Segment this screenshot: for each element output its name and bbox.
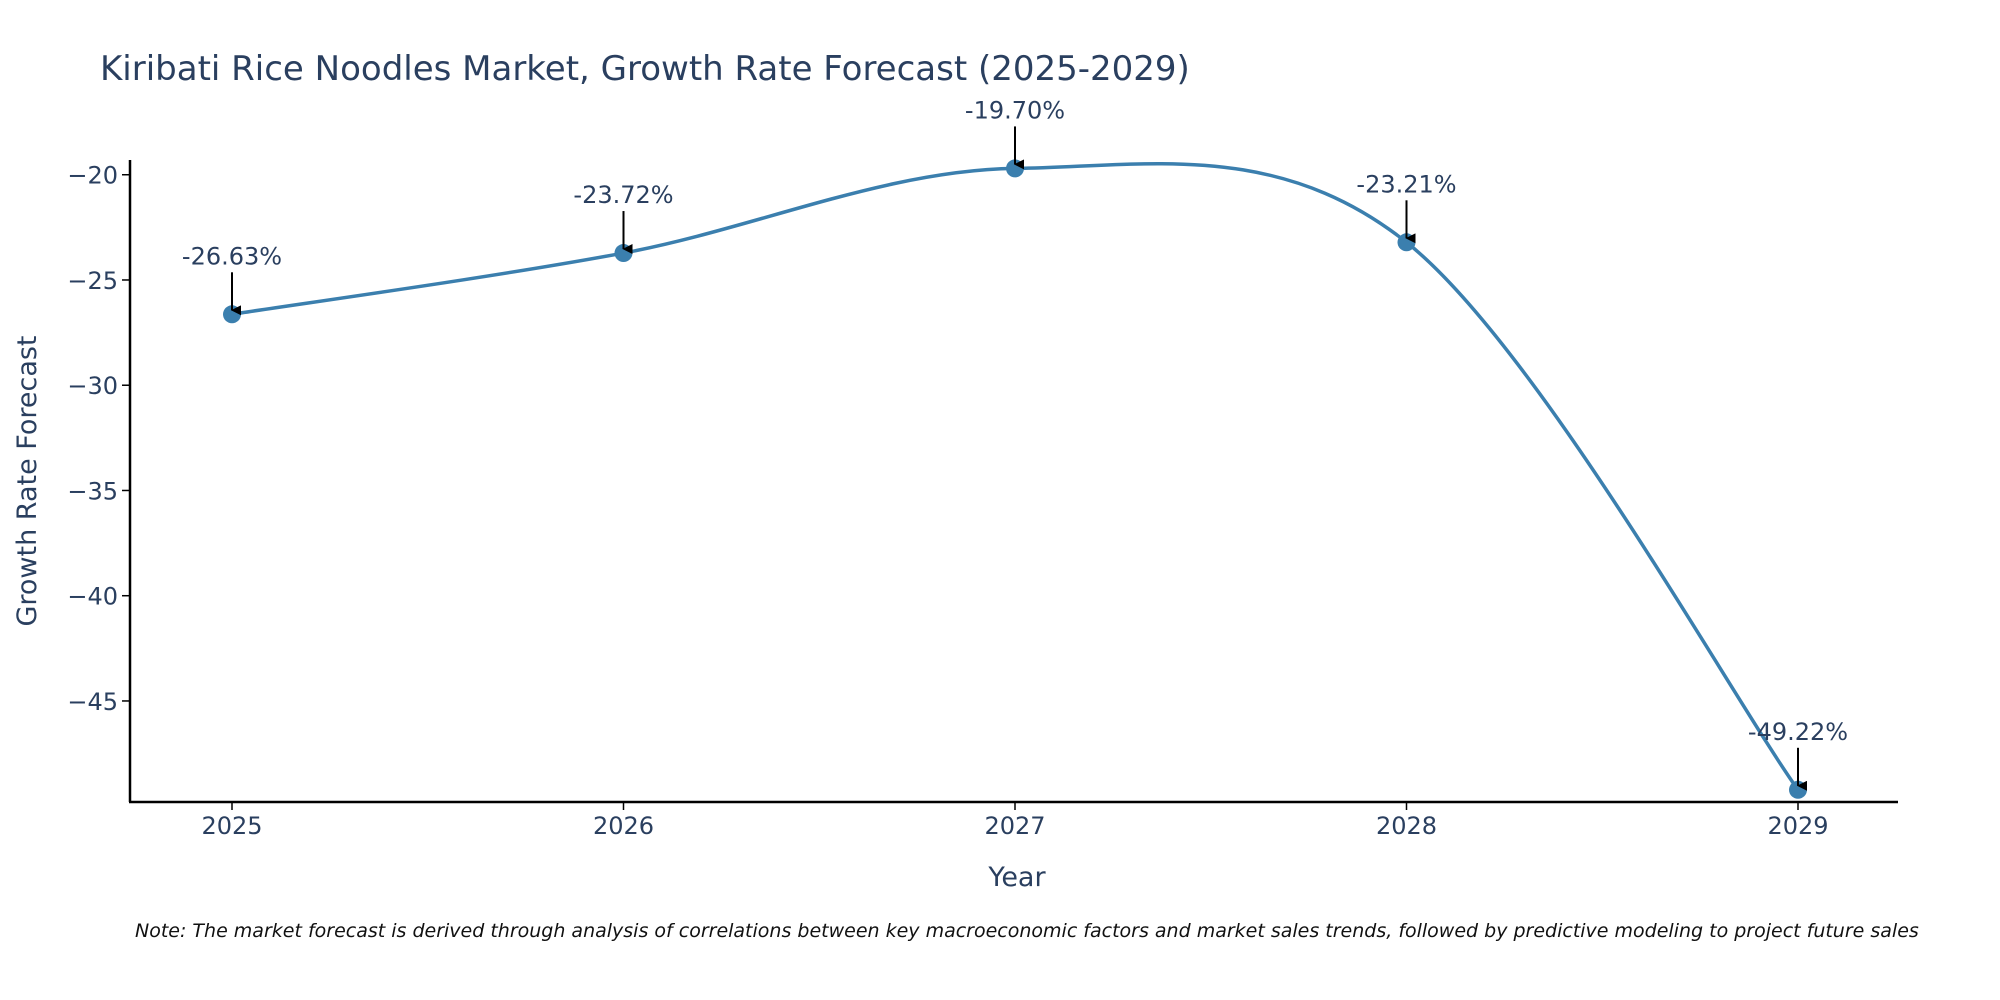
data-annotations: -26.63% -23.72% -19.70% -23.21% -49.22% (182, 96, 1848, 791)
data-label: -19.70% (965, 96, 1065, 124)
chart-title: Kiribati Rice Noodles Market, Growth Rat… (100, 49, 1190, 89)
x-tick-label: 2027 (984, 812, 1045, 840)
y-tick-label: −45 (67, 688, 118, 716)
footnote: Note: The market forecast is derived thr… (135, 920, 1919, 942)
y-axis-title: Growth Rate Forecast (12, 335, 43, 626)
data-label: -49.22% (1748, 718, 1848, 746)
y-tick-label: −40 (67, 583, 118, 611)
x-axis-ticks: 2025 2026 2027 2028 2029 (201, 802, 1829, 840)
y-tick-label: −25 (67, 267, 118, 295)
x-tick-label: 2029 (1767, 812, 1828, 840)
data-points (223, 159, 1807, 799)
y-tick-label: −30 (67, 372, 118, 400)
y-tick-label: −35 (67, 477, 118, 505)
x-axis-title: Year (987, 862, 1046, 893)
y-axis-ticks: −20 −25 −30 −35 −40 −45 (67, 162, 130, 716)
data-label: -23.21% (1356, 170, 1456, 198)
data-label: -23.72% (573, 181, 673, 209)
series-line (231, 161, 1800, 791)
y-tick-label: −20 (67, 162, 118, 190)
data-label: -26.63% (182, 242, 282, 270)
x-tick-label: 2026 (593, 812, 654, 840)
x-tick-label: 2028 (1376, 812, 1437, 840)
x-tick-label: 2025 (201, 812, 262, 840)
